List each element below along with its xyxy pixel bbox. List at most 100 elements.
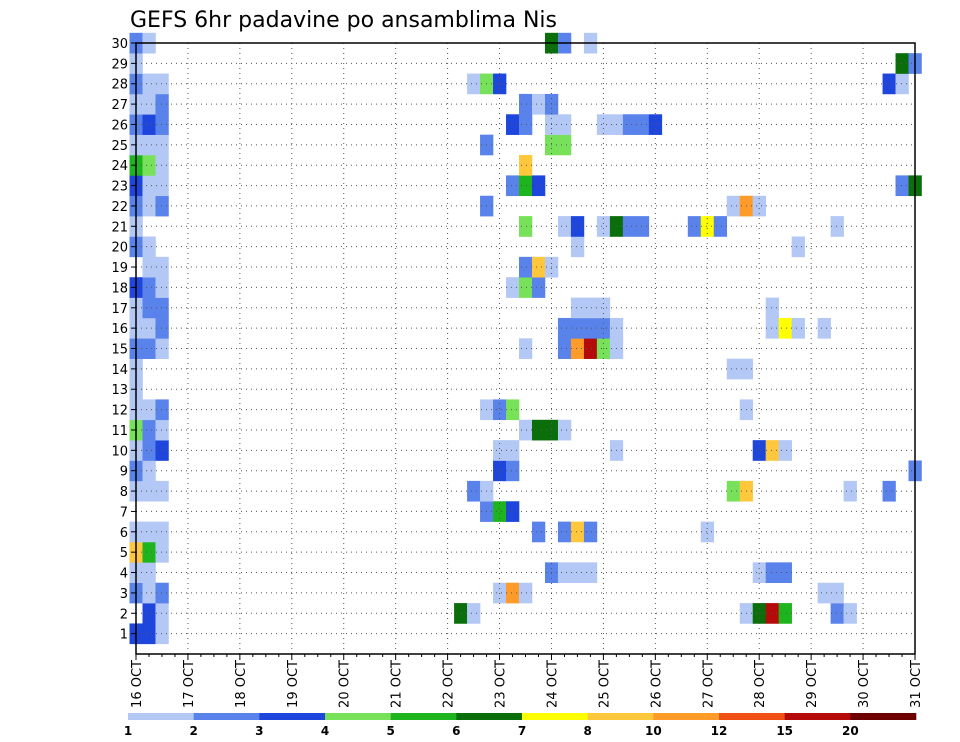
heatmap-cell	[895, 73, 909, 95]
legend-label: 20	[842, 724, 859, 738]
heatmap-cell	[765, 562, 779, 584]
heatmap-cell	[155, 419, 169, 441]
heatmap-cell	[493, 440, 507, 461]
heatmap-cell	[752, 195, 766, 217]
heatmap-cell	[778, 562, 792, 584]
heatmap-cell	[596, 297, 611, 319]
y-tick-label: 1	[120, 628, 128, 643]
y-tick-label: 27	[111, 98, 128, 113]
heatmap-cell	[155, 277, 169, 298]
heatmap-cell	[506, 175, 520, 197]
heatmap-cell	[142, 297, 156, 319]
heatmap-cell	[622, 114, 637, 135]
legend-label: 12	[711, 724, 728, 738]
heatmap-cell	[493, 501, 507, 522]
legend-label: 15	[776, 724, 793, 738]
heatmap-cell	[493, 460, 507, 482]
legend-swatch	[522, 713, 588, 720]
heatmap-cell	[155, 93, 169, 115]
legend-label: 2	[189, 724, 197, 738]
heatmap-cell	[570, 317, 585, 339]
heatmap-cell	[155, 541, 169, 563]
legend-swatch	[719, 713, 785, 720]
heatmap-cell	[142, 399, 156, 421]
heatmap-cell	[467, 480, 481, 502]
heatmap-cell	[142, 134, 156, 156]
heatmap-cell	[493, 399, 507, 421]
heatmap-cell	[519, 93, 533, 115]
x-tick-label: 22 OCT	[442, 660, 457, 708]
heatmap-cell	[142, 603, 156, 624]
heatmap-cell	[765, 440, 779, 461]
heatmap-cell	[713, 216, 728, 237]
heatmap-cell	[155, 399, 169, 421]
heatmap-cell	[142, 175, 156, 197]
heatmap-cell	[506, 501, 520, 522]
x-tick-label: 31 OCT	[909, 660, 924, 708]
heatmap-cell	[142, 480, 156, 502]
heatmap-cell	[570, 521, 585, 543]
y-tick-label: 30	[111, 37, 128, 52]
x-tick-label: 30 OCT	[857, 660, 872, 708]
legend-label: 3	[255, 724, 263, 738]
y-tick-label: 26	[111, 118, 128, 133]
heatmap-cell	[531, 175, 546, 197]
heatmap-cell	[506, 114, 520, 135]
heatmap-cell	[142, 73, 156, 95]
heatmap-cell	[506, 460, 520, 482]
heatmap-cell	[155, 603, 169, 624]
legend-label: 5	[386, 724, 394, 738]
heatmap-cell	[726, 358, 741, 380]
x-tick-label: 27 OCT	[701, 660, 716, 708]
heatmap-cell	[583, 521, 598, 543]
heatmap-cell	[142, 155, 156, 176]
heatmap-cell	[830, 603, 844, 624]
legend-label: 10	[645, 724, 662, 738]
heatmap-cell	[155, 256, 169, 278]
heatmap-cell	[519, 338, 533, 359]
heatmap-cell	[635, 216, 650, 237]
heatmap-cell	[506, 399, 520, 421]
legend-label: 8	[583, 724, 591, 738]
heatmap-cell	[752, 562, 766, 584]
chart-title: GEFS 6hr padavine po ansamblima Nis	[130, 8, 557, 33]
x-tick-label: 25 OCT	[597, 660, 612, 708]
heatmap-cell	[142, 419, 156, 441]
heatmap-cell	[155, 440, 169, 461]
legend-swatch	[259, 713, 326, 720]
heatmap-cell	[519, 114, 533, 135]
heatmap-cell	[570, 297, 585, 319]
legend-label: 1	[124, 724, 132, 738]
heatmap-cell	[596, 114, 611, 135]
heatmap-cell	[155, 114, 169, 135]
heatmap-cell	[635, 114, 650, 135]
y-tick-label: 18	[111, 281, 128, 296]
legend-swatch	[193, 713, 260, 720]
y-tick-label: 2	[120, 607, 128, 622]
heatmap-cell	[583, 338, 598, 359]
legend-swatch	[653, 713, 720, 720]
y-tick-label: 3	[120, 587, 128, 602]
heatmap-cell	[557, 419, 572, 441]
heatmap-cell	[531, 521, 546, 543]
heatmap-cell	[557, 134, 572, 156]
heatmap-cell	[142, 256, 156, 278]
heatmap-cell	[155, 338, 169, 359]
heatmap-cell	[467, 603, 481, 624]
legend-swatch	[850, 713, 917, 720]
heatmap-cell	[142, 277, 156, 298]
heatmap-cell	[557, 521, 572, 543]
y-tick-label: 9	[120, 465, 128, 480]
legend-swatch	[587, 713, 654, 720]
x-tick-label: 29 OCT	[805, 660, 820, 708]
heatmap-cell	[765, 603, 779, 624]
heatmap-cell	[155, 134, 169, 156]
heatmap-cell	[506, 582, 520, 604]
heatmap-cell	[142, 195, 156, 217]
heatmap-cell	[531, 93, 546, 115]
y-tick-label: 14	[111, 363, 128, 378]
heatmap-cells	[129, 32, 922, 645]
y-tick-label: 24	[111, 159, 128, 174]
heatmap-cell	[519, 155, 533, 176]
heatmap-cell	[752, 440, 766, 461]
